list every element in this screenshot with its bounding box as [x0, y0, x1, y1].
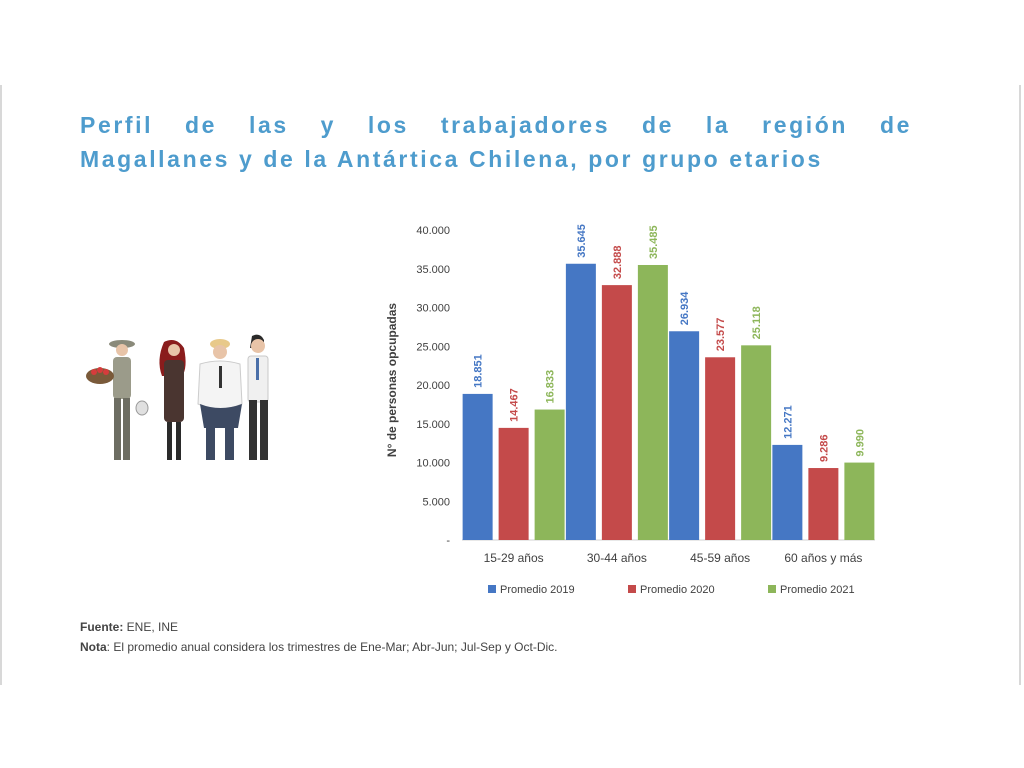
page-title: Perfil de las y los trabajadores de la r…	[80, 108, 912, 176]
bar	[772, 444, 803, 540]
footer-note-label: Nota	[80, 640, 107, 654]
y-tick-label: 5.000	[422, 496, 450, 508]
x-tick-label: 30-44 años	[587, 551, 647, 565]
bar-data-label: 9.286	[818, 435, 830, 463]
y-tick-label: 15.000	[416, 419, 450, 431]
footer-source-text: ENE, INE	[123, 620, 179, 634]
bar-data-label: 35.645	[576, 224, 588, 258]
bar-chart: N° de personas opcupadas - 5.000 10.000 15.…	[385, 224, 875, 596]
slide-border-right	[1019, 85, 1021, 685]
x-tick-label: 15-29 años	[484, 551, 544, 565]
bar-data-label: 25.118	[751, 306, 763, 339]
y-tick-label: 35.000	[416, 264, 450, 276]
bar-data-label: 16.833	[545, 370, 557, 404]
y-tick-label: 20.000	[416, 380, 450, 392]
bar-data-label: 26.934	[679, 291, 691, 326]
legend-swatch	[488, 585, 496, 593]
worker-man-white-shirt-figure	[197, 339, 243, 460]
bar	[601, 285, 632, 540]
bar-data-label: 32.888	[612, 245, 624, 279]
bar-data-label: 12.271	[782, 405, 794, 439]
bar	[808, 468, 839, 540]
y-tick-label: 30.000	[416, 303, 450, 315]
bar	[705, 357, 736, 540]
y-tick-label: 10.000	[416, 458, 450, 470]
y-tick-label: 25.000	[416, 341, 450, 353]
y-axis-label: N° de personas opcupadas	[385, 303, 399, 457]
legend-entry: Promedio 2020	[640, 584, 715, 596]
legend-entry: Promedio 2019	[500, 584, 575, 596]
bar	[462, 393, 493, 540]
bar	[844, 462, 875, 540]
bar-data-label: 35.485	[648, 225, 660, 259]
bar	[498, 427, 529, 540]
legend-swatch	[768, 585, 776, 593]
bar-data-label: 23.577	[715, 318, 727, 352]
title-line-1: Perfil de las y los trabajadores de la r…	[80, 112, 912, 138]
bar	[669, 331, 700, 540]
legend-entry: Promedio 2021	[780, 584, 855, 596]
x-tick-label: 60 años y más	[784, 551, 862, 565]
slide-border-left	[0, 85, 2, 685]
worker-woman-figure	[159, 340, 186, 460]
bar	[534, 409, 565, 540]
worker-farmer-figure	[86, 340, 149, 460]
x-tick-label: 45-59 años	[690, 551, 750, 565]
footer-note-text: : El promedio anual considera los trimes…	[106, 640, 558, 654]
bar-data-label: 14.467	[509, 388, 521, 422]
bar-data-label: 9.990	[854, 429, 866, 457]
worker-man-tie-figure	[247, 334, 269, 460]
workers-illustration	[86, 334, 269, 460]
bar	[637, 264, 668, 540]
y-tick-label: -	[446, 535, 450, 547]
bar	[741, 345, 772, 540]
bar-data-label: 18.851	[473, 354, 485, 388]
y-tick-label: 40.000	[416, 225, 450, 237]
footer-source-label: Fuente:	[80, 620, 124, 634]
footer-source: Fuente: ENE, INE	[80, 620, 178, 634]
bar	[565, 263, 596, 540]
title-line-2: Magallanes y de la Antártica Chilena, po…	[80, 146, 823, 172]
legend-swatch	[628, 585, 636, 593]
footer-note: Nota: El promedio anual considera los tr…	[80, 640, 558, 654]
